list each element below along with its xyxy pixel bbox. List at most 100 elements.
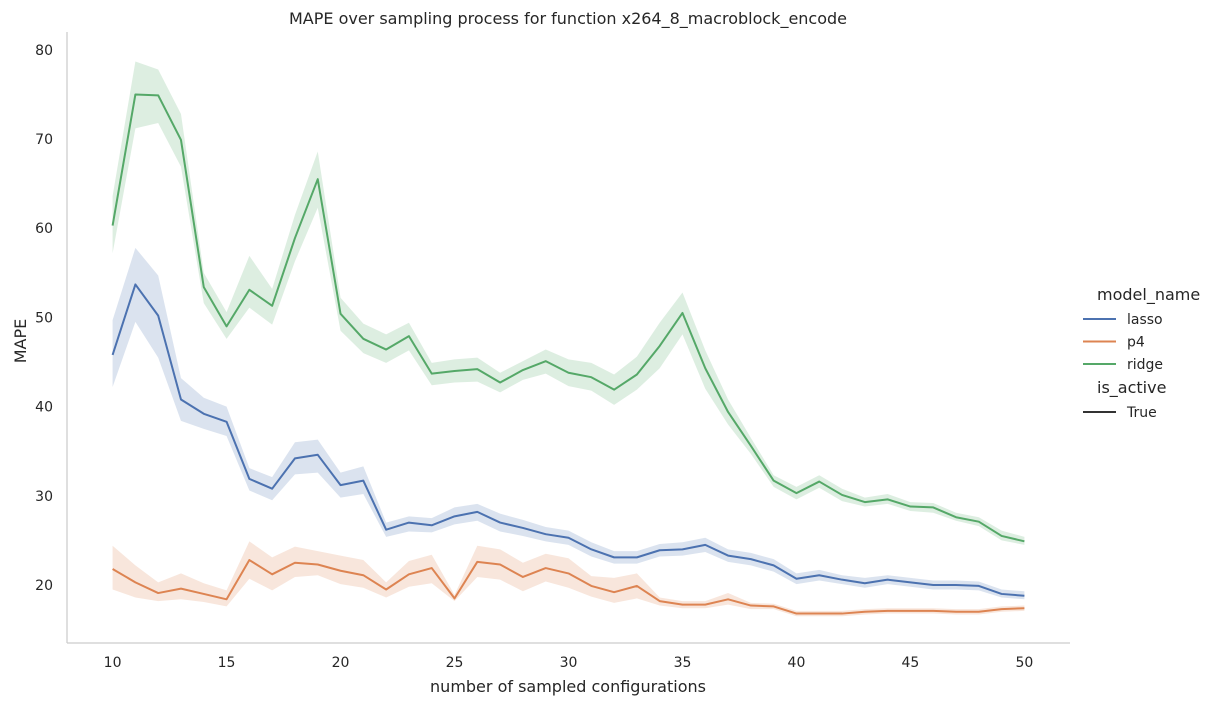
data-point-lasso	[203, 413, 205, 415]
data-point-p4	[157, 592, 159, 594]
x-tick-label: 25	[446, 655, 464, 671]
legend-label-true: True	[1126, 405, 1157, 421]
y-tick-label: 50	[35, 310, 53, 326]
data-point-p4	[294, 562, 296, 564]
legend-label-lasso: lasso	[1127, 312, 1163, 328]
y-tick-label: 70	[35, 132, 53, 148]
x-tick-label: 40	[788, 655, 806, 671]
data-point-p4	[248, 559, 250, 561]
data-point-p4	[545, 567, 547, 569]
data-point-lasso	[271, 488, 273, 490]
data-point-p4	[613, 591, 615, 593]
data-point-p4	[499, 564, 501, 566]
data-point-lasso	[545, 533, 547, 535]
data-point-ridge	[1023, 540, 1025, 542]
data-point-lasso	[704, 544, 706, 546]
x-tick-label: 35	[674, 655, 692, 671]
data-point-lasso	[750, 558, 752, 560]
data-point-ridge	[112, 225, 114, 227]
data-point-ridge	[636, 374, 638, 376]
data-point-lasso	[1001, 593, 1003, 595]
data-point-lasso	[180, 398, 182, 400]
data-point-ridge	[659, 345, 661, 347]
data-point-ridge	[978, 521, 980, 523]
data-point-ridge	[795, 492, 797, 494]
data-point-ridge	[340, 313, 342, 315]
data-point-p4	[180, 588, 182, 590]
data-point-lasso	[887, 579, 889, 581]
data-point-ridge	[1001, 535, 1003, 537]
data-point-p4	[1001, 608, 1003, 610]
data-point-ridge	[408, 335, 410, 337]
data-point-p4	[795, 613, 797, 615]
data-point-lasso	[568, 537, 570, 539]
data-point-p4	[750, 605, 752, 607]
y-tick-label: 30	[35, 489, 53, 505]
data-point-ridge	[226, 325, 228, 327]
data-point-p4	[841, 613, 843, 615]
data-point-p4	[476, 561, 478, 563]
data-point-ridge	[613, 389, 615, 391]
data-point-p4	[681, 604, 683, 606]
data-point-p4	[659, 600, 661, 602]
x-tick-label: 15	[218, 655, 236, 671]
data-point-lasso	[248, 478, 250, 480]
data-point-lasso	[636, 556, 638, 558]
x-axis-label: number of sampled configurations	[430, 677, 706, 696]
data-point-lasso	[978, 585, 980, 587]
data-point-p4	[887, 610, 889, 612]
legend-label-ridge: ridge	[1127, 357, 1163, 373]
data-point-ridge	[590, 376, 592, 378]
data-point-p4	[134, 581, 136, 583]
data-point-p4	[112, 568, 114, 570]
data-point-ridge	[568, 372, 570, 374]
data-point-p4	[271, 573, 273, 575]
data-point-lasso	[340, 484, 342, 486]
data-point-lasso	[112, 354, 114, 356]
data-point-p4	[340, 570, 342, 572]
data-point-lasso	[773, 564, 775, 566]
data-point-p4	[727, 598, 729, 600]
data-point-p4	[385, 588, 387, 590]
data-point-ridge	[203, 286, 205, 288]
data-point-lasso	[659, 549, 661, 551]
data-point-ridge	[385, 349, 387, 351]
data-point-ridge	[887, 498, 889, 500]
data-point-lasso	[681, 548, 683, 550]
y-tick-label: 60	[35, 221, 53, 237]
data-point-p4	[773, 605, 775, 607]
data-point-p4	[431, 567, 433, 569]
data-point-ridge	[681, 312, 683, 314]
data-point-lasso	[226, 421, 228, 423]
data-point-p4	[704, 604, 706, 606]
y-tick-label: 80	[35, 43, 53, 59]
data-point-p4	[909, 610, 911, 612]
data-point-lasso	[841, 579, 843, 581]
data-point-p4	[932, 610, 934, 612]
data-point-lasso	[431, 524, 433, 526]
data-point-p4	[362, 574, 364, 576]
data-point-p4	[818, 613, 820, 615]
confidence-band-p4	[112, 541, 1025, 617]
data-point-lasso	[157, 315, 159, 317]
data-point-ridge	[271, 305, 273, 307]
data-point-p4	[1023, 607, 1025, 609]
data-point-p4	[864, 611, 866, 613]
data-point-ridge	[841, 494, 843, 496]
data-point-ridge	[864, 501, 866, 503]
y-axis-label: MAPE	[11, 319, 30, 364]
data-point-p4	[636, 585, 638, 587]
y-tick-label: 20	[35, 578, 53, 594]
x-tick-label: 20	[332, 655, 350, 671]
data-point-ridge	[750, 445, 752, 447]
series-line-p4	[112, 559, 1025, 615]
data-point-lasso	[590, 548, 592, 550]
x-tick-label: 45	[902, 655, 920, 671]
x-tick-label: 50	[1015, 655, 1033, 671]
data-point-lasso	[864, 582, 866, 584]
data-point-lasso	[454, 515, 456, 517]
data-point-ridge	[909, 506, 911, 508]
data-point-lasso	[909, 581, 911, 583]
